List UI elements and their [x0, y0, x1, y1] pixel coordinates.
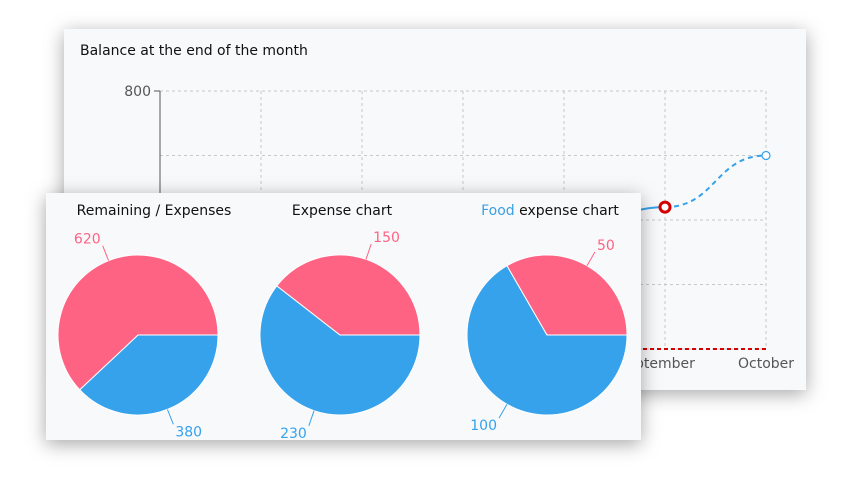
pie-value-label: 380 — [175, 424, 202, 440]
pie-charts-card: Remaining / Expenses Expense chart Food … — [46, 193, 641, 442]
pie-slice — [259, 285, 421, 416]
pie-leader-line — [498, 404, 508, 419]
pie-slice — [276, 254, 421, 336]
x-tick-label: October — [738, 356, 794, 372]
current-month-point — [658, 200, 672, 214]
pie-slice — [57, 254, 219, 391]
pie-slice — [466, 265, 628, 416]
pie-value-label: 150 — [373, 230, 400, 246]
pie-leader-line — [586, 251, 596, 266]
pie-title-remaining-expenses: Remaining / Expenses — [76, 203, 232, 219]
pie-charts: 620 380 150 230 50 100 — [57, 230, 628, 442]
pie-leader-line — [365, 244, 372, 260]
x-tick-label: ptember — [635, 356, 695, 372]
data-point — [761, 150, 771, 161]
pie-leader-line — [102, 245, 110, 261]
line-chart-title: Balance at the end of the month — [80, 43, 308, 59]
y-tick-label: 800 — [124, 84, 151, 100]
projected-balance-line — [664, 154, 767, 209]
pie-value-label: 50 — [597, 238, 615, 254]
pie-title-food-expense: Food expense chart — [481, 203, 619, 219]
pie-leader-line — [166, 409, 174, 425]
pie-value-label: 230 — [280, 426, 307, 442]
pie-value-label: 620 — [74, 232, 101, 248]
pie-title-food-rest: expense chart — [514, 203, 619, 219]
pie-title-expense-chart: Expense chart — [291, 203, 393, 219]
pie-value-label: 100 — [470, 418, 497, 434]
pie-leader-line — [308, 410, 315, 426]
pie-title-food-link[interactable]: Food — [481, 203, 515, 219]
pie-slice — [506, 254, 628, 336]
